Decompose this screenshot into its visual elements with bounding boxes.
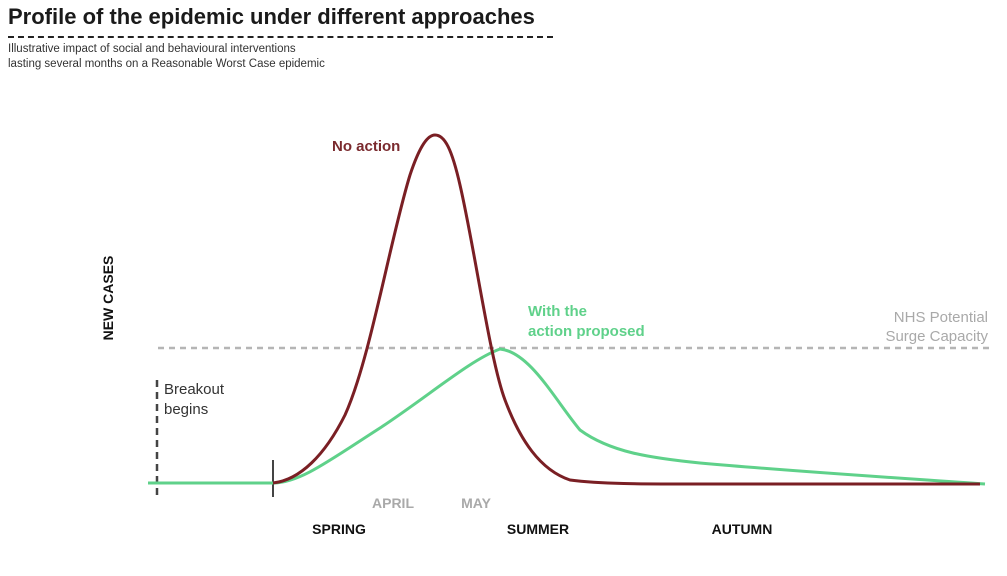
surge-capacity-label-line-2: Surge Capacity: [885, 328, 988, 345]
subtitle-line-2: lasting several months on a Reasonable W…: [8, 58, 325, 70]
surge-capacity-label-line-1: NHS Potential: [894, 309, 988, 326]
subtitle-line-1: Illustrative impact of social and behavi…: [8, 43, 296, 55]
breakout-label-line-2: begins: [164, 401, 208, 418]
series-line-no-action: [272, 133, 980, 486]
x-season-spring: SPRING: [312, 521, 366, 537]
breakout-label-line-1: Breakout: [164, 381, 225, 398]
x-tick-april: APRIL: [372, 495, 414, 511]
chart-title: Profile of the epidemic under different …: [8, 4, 535, 29]
x-season-autumn: AUTUMN: [712, 521, 773, 537]
chart-subtitle: Illustrative impact of social and behavi…: [8, 42, 325, 72]
y-axis-label: NEW CASES: [100, 256, 116, 341]
title-dashed-rule: [8, 36, 553, 38]
series-label-no-action: No action: [332, 138, 400, 155]
x-tick-may: MAY: [461, 495, 491, 511]
series-label-with-action-line-1: With the: [528, 303, 587, 320]
series-label-with-action-line-2: action proposed: [528, 323, 645, 340]
x-season-summer: SUMMER: [507, 521, 569, 537]
series-line-with-action: [148, 347, 986, 486]
